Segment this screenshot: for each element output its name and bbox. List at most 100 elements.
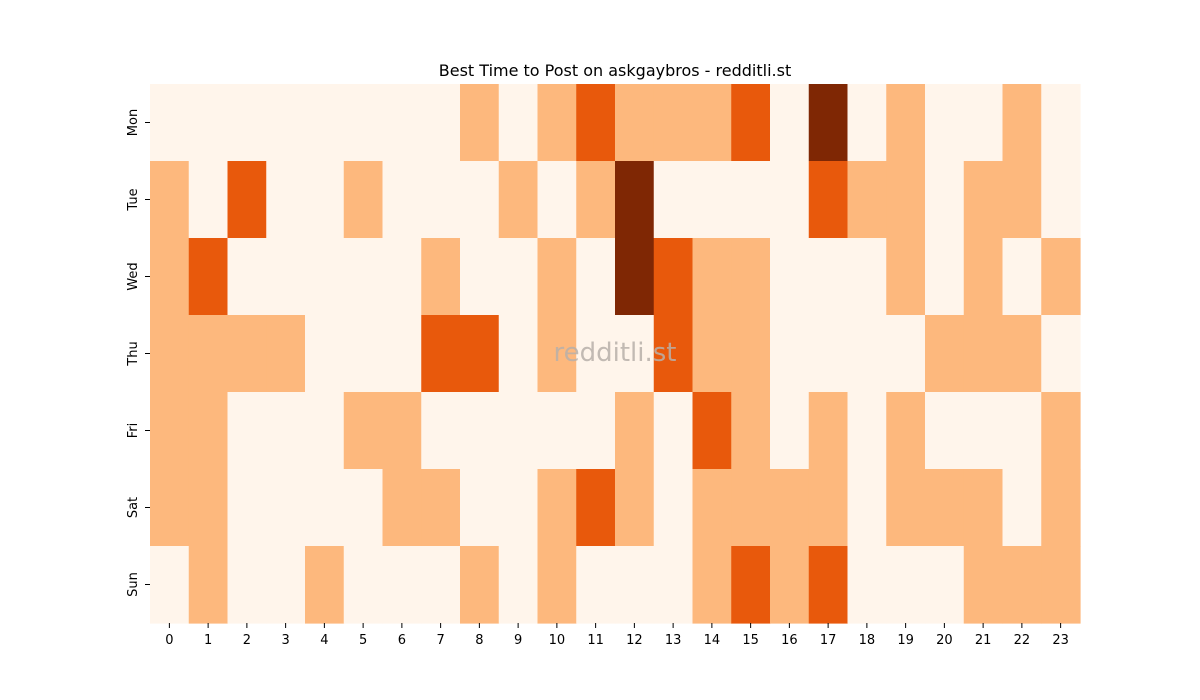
heatmap-cell-fri-6 bbox=[382, 392, 422, 470]
heatmap-cell-tue-17 bbox=[808, 161, 849, 239]
heatmap-cell-thu-0 bbox=[150, 315, 190, 393]
heatmap-cell-wed-18 bbox=[847, 238, 887, 316]
heatmap-cell-fri-9 bbox=[498, 392, 539, 470]
x-tick-label: 22 bbox=[1014, 633, 1031, 648]
heatmap-cell-wed-8 bbox=[460, 238, 500, 316]
heatmap-cell-sat-21 bbox=[963, 469, 1004, 547]
heatmap-cell-sun-5 bbox=[343, 546, 384, 624]
x-tick-label: 15 bbox=[742, 633, 759, 648]
y-tick-label: Sat bbox=[126, 497, 141, 518]
heatmap-cell-tue-18 bbox=[847, 161, 887, 239]
heatmap-cell-mon-12 bbox=[615, 84, 655, 162]
heatmap-cell-wed-2 bbox=[227, 238, 267, 316]
heatmap-cell-fri-5 bbox=[343, 392, 384, 470]
heatmap-cell-tue-12 bbox=[615, 161, 655, 239]
heatmap-cell-mon-10 bbox=[537, 84, 577, 162]
y-tick-label: Wed bbox=[126, 262, 141, 290]
heatmap-cell-sat-8 bbox=[460, 469, 500, 547]
x-tick-label: 18 bbox=[859, 633, 876, 648]
heatmap-cell-tue-5 bbox=[343, 161, 384, 239]
heatmap-cell-mon-6 bbox=[382, 84, 422, 162]
x-tick-label: 23 bbox=[1052, 633, 1069, 648]
heatmap-cell-tue-22 bbox=[1002, 161, 1042, 239]
heatmap-cell-mon-0 bbox=[150, 84, 190, 162]
heatmap-cell-mon-22 bbox=[1002, 84, 1042, 162]
heatmap-cell-wed-23 bbox=[1041, 238, 1081, 316]
heatmap-cell-thu-14 bbox=[692, 315, 732, 393]
heatmap-cell-sun-22 bbox=[1002, 546, 1042, 624]
heatmap-cell-tue-21 bbox=[963, 161, 1004, 239]
heatmap-cell-sat-23 bbox=[1041, 469, 1081, 547]
heatmap-cell-sat-14 bbox=[692, 469, 732, 547]
heatmap-cell-wed-20 bbox=[925, 238, 965, 316]
heatmap-cell-tue-4 bbox=[305, 161, 345, 239]
heatmap-cell-sat-2 bbox=[227, 469, 267, 547]
heatmap-cell-fri-14 bbox=[692, 392, 732, 470]
heatmap-cell-wed-3 bbox=[266, 238, 306, 316]
heatmap-cell-thu-2 bbox=[227, 315, 267, 393]
heatmap-cell-wed-16 bbox=[770, 238, 810, 316]
heatmap-cell-tue-3 bbox=[266, 161, 306, 239]
heatmap-cell-sun-19 bbox=[886, 546, 926, 624]
heatmap-cell-sat-4 bbox=[305, 469, 345, 547]
heatmap-cell-tue-15 bbox=[731, 161, 771, 239]
heatmap-cell-sun-1 bbox=[188, 546, 229, 624]
heatmap-cell-mon-3 bbox=[266, 84, 306, 162]
heatmap-cell-sat-18 bbox=[847, 469, 887, 547]
heatmap-cell-thu-5 bbox=[343, 315, 384, 393]
x-tick-label: 14 bbox=[704, 633, 721, 648]
heatmap-cell-sun-2 bbox=[227, 546, 267, 624]
x-tick-label: 19 bbox=[897, 633, 914, 648]
heatmap-cell-mon-19 bbox=[886, 84, 926, 162]
heatmap-cell-fri-20 bbox=[925, 392, 965, 470]
heatmap-cell-sat-9 bbox=[498, 469, 539, 547]
heatmap-cell-tue-23 bbox=[1041, 161, 1081, 239]
heatmap-cell-thu-21 bbox=[963, 315, 1004, 393]
heatmap-cell-mon-23 bbox=[1041, 84, 1081, 162]
heatmap-cell-tue-11 bbox=[576, 161, 616, 239]
heatmap-cell-thu-10 bbox=[537, 315, 577, 393]
heatmap-cell-sat-11 bbox=[576, 469, 616, 547]
heatmap-cell-fri-22 bbox=[1002, 392, 1042, 470]
heatmap-cell-thu-4 bbox=[305, 315, 345, 393]
heatmap-cell-sun-9 bbox=[498, 546, 539, 624]
heatmap-cells bbox=[150, 84, 1081, 624]
heatmap-cell-fri-4 bbox=[305, 392, 345, 470]
heatmap-cell-sat-19 bbox=[886, 469, 926, 547]
heatmap-cell-sun-0 bbox=[150, 546, 190, 624]
heatmap-cell-tue-20 bbox=[925, 161, 965, 239]
x-tick-label: 20 bbox=[936, 633, 953, 648]
heatmap-cell-fri-7 bbox=[421, 392, 461, 470]
heatmap-cell-tue-8 bbox=[460, 161, 500, 239]
heatmap-cell-thu-7 bbox=[421, 315, 461, 393]
heatmap-cell-wed-1 bbox=[188, 238, 229, 316]
x-tick-label: 13 bbox=[665, 633, 682, 648]
heatmap-cell-sat-7 bbox=[421, 469, 461, 547]
x-tick-label: 8 bbox=[475, 633, 483, 648]
heatmap-cell-sun-6 bbox=[382, 546, 422, 624]
heatmap-cell-thu-1 bbox=[188, 315, 229, 393]
heatmap-cell-wed-19 bbox=[886, 238, 926, 316]
heatmap-cell-wed-13 bbox=[653, 238, 694, 316]
x-tick-label: 1 bbox=[204, 633, 212, 648]
heatmap-cell-fri-23 bbox=[1041, 392, 1081, 470]
heatmap-cell-sat-13 bbox=[653, 469, 694, 547]
heatmap-cell-fri-18 bbox=[847, 392, 887, 470]
heatmap-cell-sun-16 bbox=[770, 546, 810, 624]
heatmap-cell-mon-17 bbox=[808, 84, 849, 162]
y-tick-label: Sun bbox=[126, 572, 141, 597]
heatmap-cell-sat-22 bbox=[1002, 469, 1042, 547]
heatmap-cell-sun-4 bbox=[305, 546, 345, 624]
heatmap-cell-sat-15 bbox=[731, 469, 771, 547]
chart-title: Best Time to Post on askgaybros - reddit… bbox=[439, 61, 791, 80]
heatmap-cell-thu-18 bbox=[847, 315, 887, 393]
x-tick-label: 4 bbox=[320, 633, 328, 648]
heatmap-cell-mon-21 bbox=[963, 84, 1004, 162]
heatmap-cell-sun-10 bbox=[537, 546, 577, 624]
y-axis: Mon Tue Wed Thu Fri Sat Sun bbox=[126, 109, 150, 597]
x-tick-label: 5 bbox=[359, 633, 367, 648]
x-axis: 0 1 2 3 4 5 6 7 8 9 10 11 12 13 14 15 16 17 18 19 20 21 22 23 bbox=[165, 623, 1069, 648]
heatmap-cell-sat-20 bbox=[925, 469, 965, 547]
heatmap-cell-thu-9 bbox=[498, 315, 539, 393]
heatmap-cell-fri-2 bbox=[227, 392, 267, 470]
